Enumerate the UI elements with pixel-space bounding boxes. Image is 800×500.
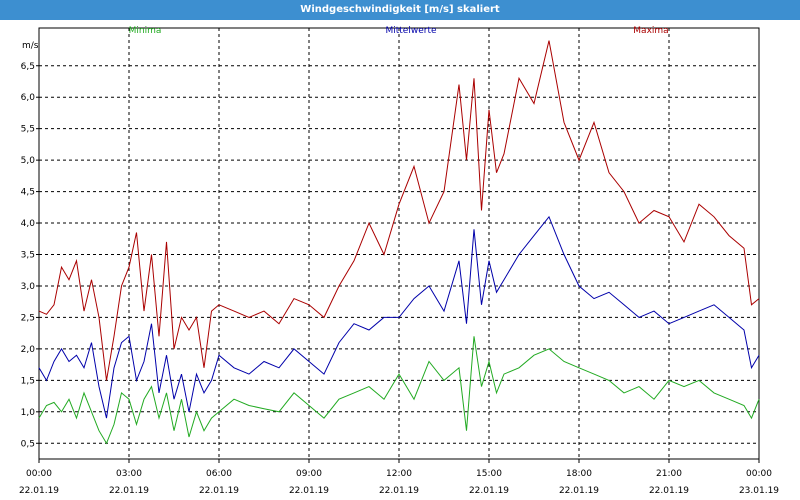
x-tick-date: 22.01.19: [559, 486, 599, 496]
x-tick-time: 15:00: [476, 469, 502, 479]
x-axis-ticks: 00:00 22.01.19 03:00 22.01.19 06:00 22.01.19 0…: [19, 459, 779, 496]
series-line-maxima: [38, 40, 760, 381]
series-line-mittelwerte: [38, 215, 760, 419]
y-tick-label: 2,5: [21, 313, 35, 323]
x-tick-date: 22.01.19: [199, 486, 239, 496]
legend-maxima: Maxima: [633, 26, 668, 36]
y-tick-label: 3,0: [21, 282, 36, 292]
y-tick-label: 1,0: [21, 408, 36, 418]
y-tick-label: 3,5: [21, 251, 35, 261]
series-line-minima: [38, 336, 760, 445]
y-tick-label: 1,5: [21, 376, 35, 386]
y-tick-label: 5,0: [21, 156, 36, 166]
y-axis-ticks: 0,5 1,0 1,5 2,0 2,5 3,0 3,5 4,0 4,5 5,0 5,5 6,0 6,5: [21, 62, 39, 449]
y-tick-label: 6,5: [21, 62, 35, 72]
x-tick-date: 22.01.19: [469, 486, 509, 496]
x-tick-date: 22.01.19: [109, 486, 149, 496]
y-axis-unit: m/s: [22, 41, 39, 51]
y-tick-label: 2,0: [21, 345, 36, 355]
series-lines: [38, 40, 760, 445]
x-tick-time: 03:00: [116, 469, 142, 479]
y-tick-label: 0,5: [21, 439, 35, 449]
x-tick-time: 09:00: [296, 469, 322, 479]
x-tick-time: 21:00: [656, 469, 682, 479]
legend-minima: Minima: [129, 26, 162, 36]
wind-speed-chart: 0,51,01,52,02,53,03,54,04,55,05,56,06,5 …: [19, 26, 779, 496]
x-tick-time: 18:00: [566, 469, 592, 479]
y-tick-label: 6,0: [21, 93, 36, 103]
x-tick-time: 06:00: [206, 469, 232, 479]
y-tick-label: 5,5: [21, 125, 35, 135]
window-title: Windgeschwindigkeit [m/s] skaliert: [0, 0, 800, 20]
legend-mittelwerte: Mittelwerte: [385, 26, 436, 36]
x-tick-date: 22.01.19: [379, 486, 419, 496]
x-tick-date: 22.01.19: [649, 486, 689, 496]
y-tick-label: 4,0: [21, 219, 36, 229]
x-tick-date: 22.01.19: [19, 486, 59, 496]
x-tick-time: 00:00: [746, 469, 772, 479]
x-tick-date: 23.01.19: [739, 486, 779, 496]
x-tick-date: 22.01.19: [289, 486, 329, 496]
grid-lines: [39, 28, 759, 459]
x-tick-time: 12:00: [386, 469, 412, 479]
x-tick-time: 00:00: [26, 469, 52, 479]
y-tick-label: 4,5: [21, 188, 35, 198]
